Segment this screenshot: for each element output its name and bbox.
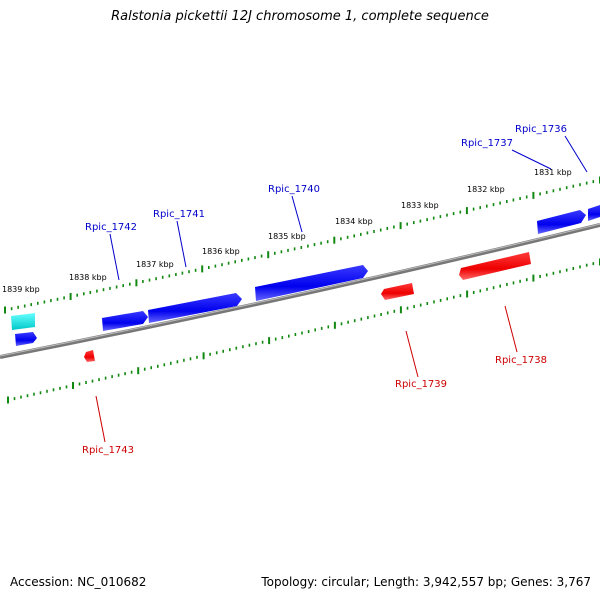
- gene-label-rpic-1741: Rpic_1741: [153, 209, 205, 220]
- gene-rpic-1738[interactable]: [459, 252, 531, 280]
- chromosome-backbone: [0, 223, 600, 359]
- scale-label: 1836 kbp: [202, 247, 240, 256]
- gene-rpic-1740[interactable]: [255, 265, 368, 301]
- scale-label: 1832 kbp: [467, 185, 505, 194]
- gene-label-rpic-1738: Rpic_1738: [495, 355, 547, 366]
- scale-label: 1839 kbp: [2, 285, 40, 294]
- gene-rpic-1736[interactable]: [588, 205, 600, 221]
- chromosome-backbone-highlight: [0, 223, 600, 357]
- scale-label: 1835 kbp: [268, 232, 306, 241]
- scale-label: 1833 kbp: [401, 201, 439, 210]
- scale-label: 1838 kbp: [69, 273, 107, 282]
- scale-label: 1837 kbp: [136, 260, 174, 269]
- map-title: Ralstonia pickettii 12J chromosome 1, co…: [111, 9, 489, 24]
- reverse-genes: [84, 252, 531, 362]
- gene-label-rpic-1743: Rpic_1743: [82, 445, 134, 456]
- gene-small-blue[interactable]: [15, 332, 37, 346]
- gene-label-rpic-1736: Rpic_1736: [515, 124, 567, 135]
- label-leader-lines: [95, 135, 588, 443]
- gene-highlighted[interactable]: [11, 313, 35, 330]
- gene-label-rpic-1739: Rpic_1739: [395, 379, 447, 390]
- scale-label: 1834 kbp: [335, 217, 373, 226]
- scale-label: 1831 kbp: [534, 168, 572, 177]
- gene-rpic-1741[interactable]: [148, 293, 242, 323]
- accession-text: Accession: NC_010682: [10, 575, 147, 589]
- gene-rpic-1739[interactable]: [381, 283, 414, 300]
- forward-genes: [15, 205, 600, 346]
- scale-labels: 1831 kbp 1832 kbp 1833 kbp 1834 kbp 1835…: [2, 168, 572, 294]
- gene-label-rpic-1740: Rpic_1740: [268, 184, 320, 195]
- gene-rpic-1743[interactable]: [84, 350, 95, 362]
- gene-rpic-1742[interactable]: [102, 311, 148, 331]
- gene-rpic-1737[interactable]: [537, 210, 586, 234]
- gene-labels: Rpic_1736 Rpic_1737 Rpic_1740 Rpic_1741 …: [82, 124, 567, 456]
- gene-label-rpic-1742: Rpic_1742: [85, 222, 137, 233]
- gene-label-rpic-1737: Rpic_1737: [461, 138, 513, 149]
- inner-scale-ticks: [7, 258, 600, 404]
- topology-summary: Topology: circular; Length: 3,942,557 bp…: [261, 575, 591, 589]
- outer-scale-ticks: [4, 176, 600, 314]
